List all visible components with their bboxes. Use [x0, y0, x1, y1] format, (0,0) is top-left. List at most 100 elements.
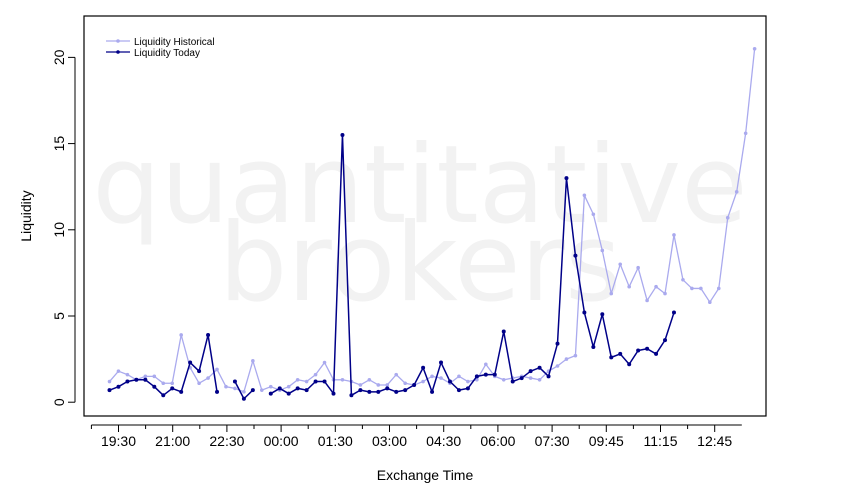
data-point [125, 379, 130, 384]
data-point [116, 384, 121, 389]
data-point [555, 341, 560, 346]
watermark-line-1: quantitative [92, 123, 747, 248]
data-point [421, 365, 426, 370]
data-point [734, 190, 739, 194]
data-point [367, 389, 372, 394]
data-point [313, 372, 318, 377]
x-tick-label: 07:30 [535, 433, 570, 449]
data-point [510, 379, 515, 384]
x-tick-label: 04:30 [426, 433, 461, 449]
y-axis: 0 5 10 15 20 [51, 49, 76, 406]
data-point [752, 46, 757, 51]
data-point [654, 351, 659, 356]
data-point [179, 389, 184, 394]
data-point [591, 212, 596, 217]
data-point [636, 265, 640, 270]
x-tick-label: 22:30 [209, 433, 244, 449]
data-point [385, 386, 390, 391]
data-point [582, 310, 587, 315]
data-point [591, 345, 596, 350]
x-axis-title: Exchange Time [377, 467, 474, 483]
data-point [555, 364, 560, 368]
data-point [376, 389, 381, 394]
data-point [573, 253, 578, 258]
data-point [322, 379, 327, 384]
series-layer [107, 46, 757, 401]
data-point [143, 374, 148, 379]
data-point [286, 391, 291, 396]
data-point [645, 346, 650, 351]
data-point [206, 376, 210, 380]
legend-today-label: Liquidity Today [134, 48, 200, 59]
data-point [197, 369, 202, 374]
data-point [394, 389, 399, 394]
data-point [725, 215, 730, 220]
x-tick-label: 03:00 [372, 433, 407, 449]
data-point [340, 377, 345, 382]
data-point [232, 379, 237, 384]
data-point [161, 393, 166, 398]
data-point [322, 360, 327, 365]
data-point [197, 381, 201, 386]
data-point [268, 384, 273, 389]
data-point [403, 381, 407, 386]
legend-historical-marker [116, 39, 120, 43]
data-point [134, 377, 139, 382]
data-point [215, 367, 219, 372]
data-point [699, 286, 703, 291]
data-point [484, 362, 488, 367]
legend-today-marker [116, 50, 120, 54]
data-point [358, 388, 363, 393]
data-point [564, 176, 569, 181]
data-point [107, 379, 112, 384]
data-point [528, 369, 533, 374]
y-tick-label: 0 [51, 398, 67, 406]
data-point [519, 376, 524, 381]
y-axis-title: Liquidity [18, 190, 34, 241]
data-point [609, 355, 614, 360]
data-point [125, 372, 130, 377]
x-tick-label: 11:15 [644, 433, 678, 449]
data-point [456, 388, 461, 393]
watermark-line-2: brokers [219, 201, 621, 326]
data-point [170, 381, 175, 386]
data-point [277, 386, 282, 391]
x-tick-label: 21:00 [155, 433, 190, 449]
data-point [627, 362, 632, 367]
data-point [439, 376, 443, 380]
data-point [645, 298, 649, 303]
x-tick-label: 12:45 [697, 433, 732, 449]
data-point [663, 338, 668, 343]
data-point [466, 379, 470, 384]
data-point [501, 329, 506, 334]
data-point [483, 372, 488, 377]
data-point [474, 374, 479, 379]
series-today [107, 132, 676, 401]
data-point [206, 332, 211, 337]
watermark: quantitative brokers [92, 123, 747, 326]
data-point [663, 291, 667, 296]
data-point [672, 233, 676, 237]
data-point [340, 132, 345, 137]
data-point [241, 396, 246, 401]
data-point [376, 383, 381, 387]
data-point [286, 384, 291, 389]
data-point [421, 379, 425, 384]
data-point [618, 351, 623, 356]
data-point [582, 193, 587, 198]
data-point [618, 262, 623, 267]
data-point [609, 291, 614, 296]
data-point [690, 286, 694, 291]
data-point [403, 388, 408, 393]
data-point [224, 384, 228, 389]
data-point [537, 365, 542, 370]
data-point [251, 359, 255, 363]
data-point [394, 372, 399, 377]
data-point [528, 376, 533, 380]
data-point [170, 386, 175, 391]
data-point [439, 360, 444, 365]
legend: Liquidity Historical Liquidity Today [106, 37, 215, 59]
legend-historical-label: Liquidity Historical [134, 37, 215, 48]
data-point [116, 369, 121, 373]
